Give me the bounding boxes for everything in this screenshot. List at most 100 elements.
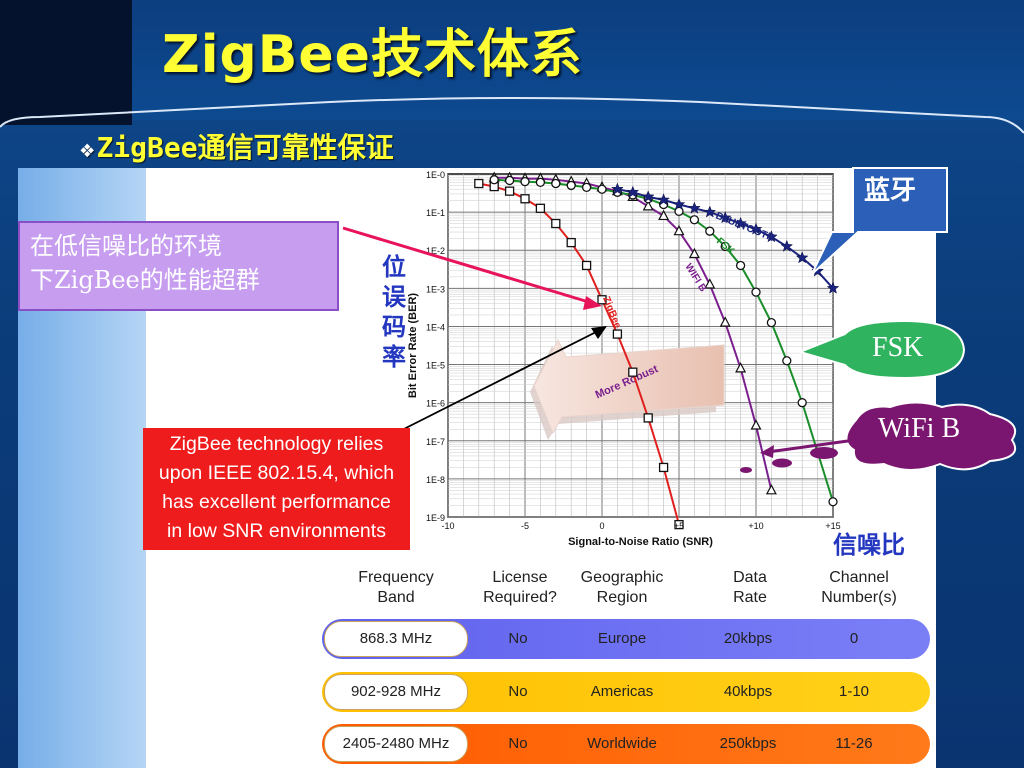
wifi-b-point bbox=[735, 362, 747, 373]
rate-cell: 250kbps bbox=[719, 735, 777, 752]
bluetooth-bubble-label: 蓝牙 bbox=[864, 176, 917, 206]
fsk-point bbox=[735, 260, 746, 271]
callout-en-line1: ZigBee technology relies bbox=[169, 433, 384, 455]
wifi-b-point bbox=[642, 200, 654, 211]
more-robust-arrow-body bbox=[533, 338, 725, 435]
zigbee-point bbox=[535, 203, 546, 213]
bluetooth-point bbox=[780, 239, 794, 252]
fsk-point bbox=[751, 287, 761, 297]
freq-pill: 868.3 MHz bbox=[324, 621, 468, 657]
subtitle-text: ZigBee通信可靠性保证 bbox=[96, 131, 394, 164]
col-header-rate: Data Rate bbox=[700, 568, 800, 608]
fsk-point bbox=[504, 175, 515, 186]
fsk-point bbox=[597, 184, 607, 194]
callout-en-line4: in low SNR environments bbox=[167, 520, 386, 542]
ieee-pointer-arrow bbox=[387, 329, 601, 438]
x-tick-label: 0 bbox=[599, 521, 604, 531]
table-row: 868.3 MHz No Europe 20kbps 0 bbox=[322, 619, 932, 659]
col-header-line: Band bbox=[377, 589, 415, 606]
fsk-point bbox=[720, 241, 730, 252]
wifi-b-point bbox=[719, 316, 731, 327]
bluetooth-point bbox=[688, 201, 701, 214]
y-tick-label: 1E-6 bbox=[426, 399, 445, 409]
zigbee-point bbox=[643, 413, 653, 423]
col-header-line: Rate bbox=[733, 589, 767, 606]
wifi-bubble-dot bbox=[810, 447, 838, 459]
ber-label-char: 码 bbox=[382, 312, 406, 341]
x-tick-label: +5 bbox=[674, 521, 684, 531]
fsk-point bbox=[489, 175, 499, 185]
slide-title: ZigBee技术体系 bbox=[162, 25, 583, 85]
zigbee-point bbox=[551, 218, 561, 229]
zigbee-point bbox=[520, 194, 530, 204]
col-header-license: License Required? bbox=[468, 568, 572, 608]
y-tick-label: 1E-7 bbox=[426, 437, 445, 447]
col-header-line: Data bbox=[733, 569, 767, 586]
fsk-bubble bbox=[796, 319, 966, 380]
fsk-point bbox=[551, 178, 561, 189]
plot-frame bbox=[447, 173, 834, 518]
more-robust-arrow: More Robust bbox=[530, 338, 725, 440]
freq-pill: 2405-2480 MHz bbox=[324, 726, 468, 762]
fsk-point bbox=[705, 226, 715, 236]
wifi-b-point bbox=[658, 209, 670, 221]
callout-en-line3: has excellent performance bbox=[162, 491, 391, 513]
bluetooth-point bbox=[826, 281, 840, 294]
fsk-point bbox=[535, 177, 546, 188]
wifi-b-point bbox=[750, 419, 762, 430]
ieee-callout-en: ZigBee technology relies upon IEEE 802.1… bbox=[143, 428, 410, 550]
rate-cell: 40kbps bbox=[723, 683, 773, 700]
zigbee-point bbox=[581, 260, 592, 271]
wifi-pointer-arrow bbox=[767, 438, 856, 454]
ber-label-char: 误 bbox=[382, 282, 406, 311]
bluetooth-point bbox=[718, 211, 732, 224]
fsk-bubble-label: FSK bbox=[872, 332, 924, 363]
callout-en-line2: upon IEEE 802.15.4, which bbox=[158, 462, 395, 484]
low-snr-pointer-arrow bbox=[342, 226, 593, 305]
y-tick-label: 1E-0 bbox=[426, 170, 445, 180]
corner-panel bbox=[0, 0, 132, 125]
license-cell: No bbox=[508, 735, 528, 752]
title-band bbox=[0, 0, 1024, 120]
zigbee-point bbox=[674, 519, 684, 530]
y-tick-label: 1E-3 bbox=[426, 284, 445, 294]
fsk-point bbox=[782, 356, 792, 366]
channel-cell: 0 bbox=[849, 630, 859, 647]
x-tick-label: -10 bbox=[441, 521, 454, 531]
region-cell: Worldwide bbox=[587, 735, 657, 752]
col-header-channels: Channel Number(s) bbox=[804, 568, 914, 608]
snr-label-cn: 信噪比 bbox=[833, 530, 905, 559]
bluetooth-point bbox=[765, 230, 778, 243]
zigbee-point bbox=[504, 186, 515, 196]
fsk-point bbox=[520, 176, 530, 187]
wifi-bubble-label: WiFi B bbox=[878, 413, 961, 444]
license-cell: No bbox=[508, 630, 528, 647]
low-snr-pointer-arrow-head bbox=[583, 296, 602, 310]
x-tick-label: +15 bbox=[825, 521, 840, 531]
wifi-b-point bbox=[704, 278, 716, 289]
zigbee-point bbox=[566, 237, 576, 248]
col-header-line: Region bbox=[596, 589, 648, 606]
ber-label-char: 率 bbox=[382, 342, 406, 371]
y-tick-label: 1E-5 bbox=[426, 361, 445, 371]
fsk-point bbox=[674, 206, 684, 216]
wifi-bubble bbox=[845, 401, 1017, 471]
region-cell: Europe bbox=[597, 630, 647, 647]
bluetooth-point bbox=[626, 185, 640, 198]
bluetooth-point bbox=[795, 251, 809, 264]
ber-label-char: 位 bbox=[382, 252, 406, 281]
table-row: 2405-2480 MHz No Worldwide 250kbps 11-26 bbox=[322, 724, 932, 764]
fsk-point bbox=[828, 497, 838, 507]
col-header-frequency: Frequency Band bbox=[336, 568, 456, 608]
bluetooth-point bbox=[657, 193, 670, 206]
y-tick-label: 1E-8 bbox=[426, 475, 445, 485]
chart-ticks: 1E-0 1E-1 1E-2 1E-3 1E-4 1E-5 1E-6 1E-7 1E-8 1E-9… bbox=[407, 170, 841, 548]
fsk-point bbox=[766, 317, 777, 328]
x-axis-label: Signal-to-Noise Ratio (SNR) bbox=[568, 536, 713, 548]
license-cell: No bbox=[508, 683, 528, 700]
ber-label-cn: 位 误 码 率 bbox=[378, 252, 410, 372]
channel-cell: 11-26 bbox=[835, 735, 873, 752]
freq-pill: 902-928 MHz bbox=[324, 674, 468, 710]
bluetooth-point bbox=[734, 216, 747, 229]
frequency-table: Frequency Band License Required? Geograp… bbox=[322, 568, 934, 768]
